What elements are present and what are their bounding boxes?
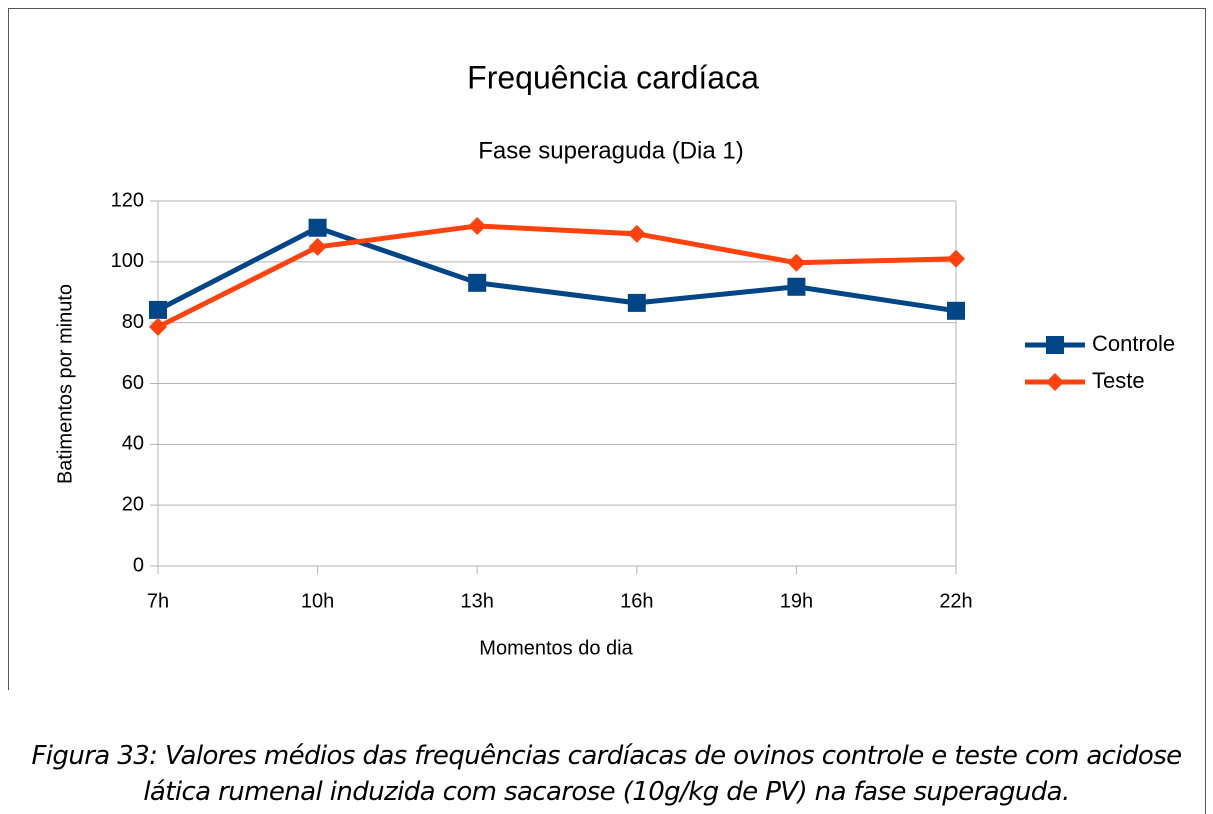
marker <box>947 249 965 268</box>
x-tick-label: 16h <box>620 590 653 612</box>
frame <box>8 8 1206 814</box>
x-axis-label: Momentos do dia <box>479 637 633 659</box>
marker <box>468 216 487 235</box>
chart-subtitle: Fase superaguda (Dia 1) <box>478 137 743 164</box>
x-tick-label: 19h <box>780 590 813 612</box>
y-tick-label: 40 <box>122 433 144 455</box>
series-line <box>156 223 957 330</box>
chart-title: Frequência cardíaca <box>467 59 759 95</box>
marker <box>149 300 167 319</box>
marker <box>1046 336 1064 354</box>
x-tick-label: 13h <box>461 590 494 612</box>
y-tick-label: 100 <box>111 250 144 272</box>
marker <box>787 253 806 272</box>
legend-label: Controle <box>1092 331 1175 356</box>
marker <box>627 293 646 312</box>
legend-label: Teste <box>1092 368 1145 393</box>
marker <box>468 273 487 292</box>
marker <box>947 301 965 320</box>
marker <box>149 317 167 336</box>
x-tick-label: 7h <box>147 590 169 612</box>
marker <box>308 237 327 256</box>
y-tick-label: 60 <box>122 372 144 394</box>
marker <box>627 224 646 243</box>
y-tick-label: 120 <box>111 189 144 211</box>
x-tick-label: 10h <box>301 590 334 612</box>
marker <box>787 277 806 296</box>
series-line <box>156 225 957 314</box>
marker <box>1046 373 1064 391</box>
y-axis-label: Batimentos por minuto <box>54 284 76 484</box>
y-tick-label: 20 <box>122 493 144 515</box>
y-tick-label: 80 <box>122 311 144 333</box>
x-tick-label: 22h <box>939 590 972 612</box>
marker <box>308 218 327 237</box>
caption: Figura 33: Valores médios das frequência… <box>31 741 1182 807</box>
y-tick-label: 0 <box>133 554 144 576</box>
